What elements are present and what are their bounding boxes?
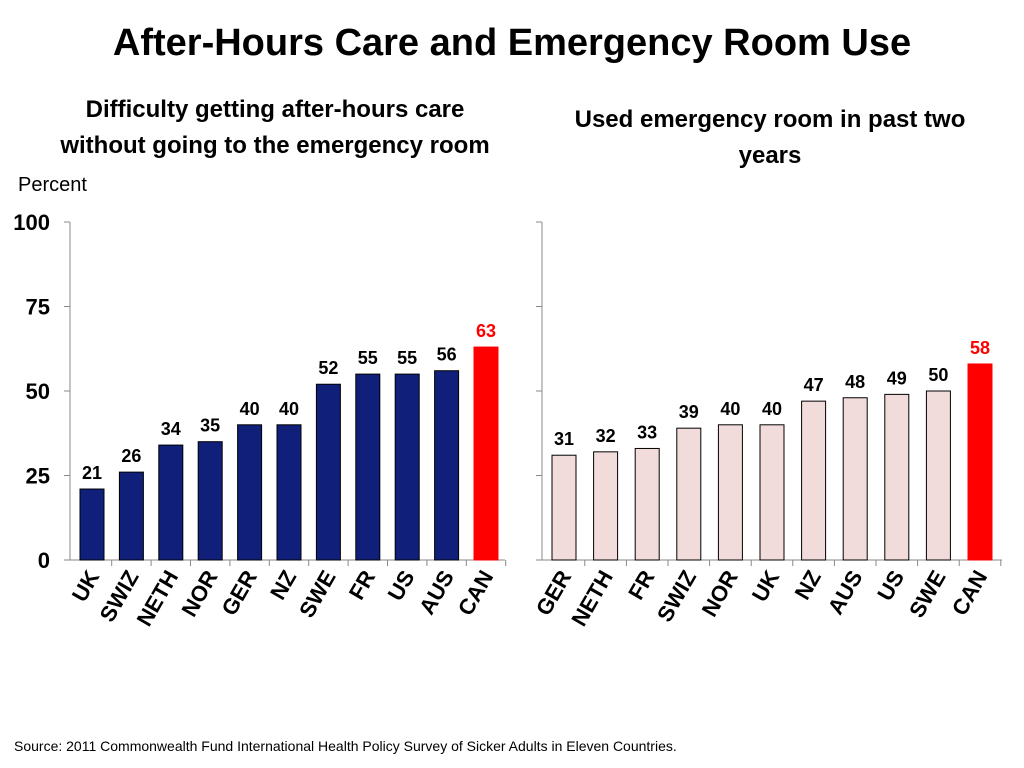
right-category-label-neth: NETH	[566, 566, 618, 630]
left-value-label-neth: 34	[161, 419, 181, 439]
right-value-label-can: 58	[970, 338, 990, 358]
right-bar-neth	[593, 451, 619, 561]
left-value-label-swiz: 26	[121, 446, 141, 466]
left-category-label-neth: NETH	[132, 566, 184, 630]
left-value-label-fr: 55	[358, 348, 378, 368]
left-bar-can	[473, 346, 499, 561]
left-value-label-nor: 35	[200, 416, 220, 436]
right-value-label-uk: 40	[762, 399, 782, 419]
right-bar-swiz	[676, 427, 702, 561]
left-chart-title-line-2: without going to the emergency room	[60, 132, 490, 159]
left-value-label-swe: 52	[318, 358, 338, 378]
left-bar-aus	[434, 370, 460, 561]
left-value-label-us: 55	[397, 348, 417, 368]
left-bar-swe	[315, 383, 341, 561]
right-category-label-swe: SWE	[904, 566, 951, 622]
page-title: After-Hours Care and Emergency Room Use	[112, 22, 912, 64]
right-bar-swe	[925, 390, 951, 561]
left-y-tick-label: 25	[26, 464, 50, 489]
left-bar-us	[394, 373, 420, 561]
left-y-tick-label: 75	[26, 295, 50, 320]
right-value-label-nor: 40	[720, 399, 740, 419]
right-bar-fr	[634, 447, 660, 561]
right-value-label-neth: 32	[596, 426, 616, 446]
right-category-label-nor: NOR	[697, 566, 743, 621]
left-chart-title: Difficulty getting after-hours care with…	[20, 92, 530, 164]
left-category-label-ger: GER	[216, 566, 262, 620]
left-bar-nz	[276, 424, 302, 561]
source-note: Source: 2011 Commonwealth Fund Internati…	[14, 738, 677, 754]
right-category-label-aus: AUS	[823, 566, 868, 619]
left-category-label-can: CAN	[453, 566, 498, 620]
right-category-label-us: US	[872, 566, 909, 605]
right-category-label-uk: UK	[747, 566, 785, 606]
left-chart-title-line-1: Difficulty getting after-hours care	[85, 96, 465, 123]
left-value-label-can: 63	[476, 321, 496, 341]
right-category-label-fr: FR	[623, 566, 659, 604]
right-value-label-swiz: 39	[679, 402, 699, 422]
left-category-label-nor: NOR	[176, 566, 222, 621]
left-bar-uk	[79, 488, 105, 561]
right-bar-can	[967, 363, 993, 561]
y-axis-unit-label: Percent	[18, 174, 87, 196]
right-category-label-swiz: SWIZ	[652, 566, 701, 626]
right-value-label-swe: 50	[928, 365, 948, 385]
right-bar-nor	[717, 424, 743, 561]
left-y-tick-label: 100	[13, 210, 50, 235]
right-category-label-can: CAN	[947, 566, 992, 620]
left-bar-swiz	[118, 471, 144, 561]
left-value-label-nz: 40	[279, 399, 299, 419]
right-chart-title-line-2: years	[738, 142, 802, 169]
right-value-label-us: 49	[887, 368, 907, 388]
left-category-label-fr: FR	[344, 566, 380, 604]
right-bar-ger	[551, 454, 577, 561]
right-bar-nz	[801, 400, 827, 561]
right-bar-aus	[842, 397, 868, 561]
left-category-label-nz: NZ	[265, 566, 301, 604]
left-category-label-aus: AUS	[414, 566, 459, 619]
left-y-tick-label: 0	[38, 548, 50, 573]
right-bar-uk	[759, 424, 785, 561]
right-chart-title-line-1: Used emergency room in past two	[574, 106, 966, 133]
right-bar-us	[884, 393, 910, 561]
right-value-label-fr: 33	[637, 422, 657, 442]
left-y-tick-label: 50	[26, 379, 50, 404]
left-value-label-uk: 21	[82, 463, 102, 483]
left-bar-neth	[158, 444, 184, 561]
right-value-label-ger: 31	[554, 429, 574, 449]
right-value-label-nz: 47	[804, 375, 824, 395]
left-bar-nor	[197, 441, 223, 561]
right-category-label-nz: NZ	[790, 566, 826, 604]
left-bar-fr	[355, 373, 381, 561]
left-category-label-swe: SWE	[294, 566, 341, 622]
bar-charts: 0 25 50 75 100 21 UK 26 SWIZ 34 NETH 35 NOR 40 GER 40 NZ…	[13, 210, 1002, 630]
left-category-label-uk: UK	[67, 566, 105, 606]
left-value-label-ger: 40	[240, 399, 260, 419]
right-value-label-aus: 48	[845, 372, 865, 392]
right-chart-title: Used emergency room in past two years	[540, 102, 1000, 174]
left-category-label-us: US	[383, 566, 420, 605]
left-bar-ger	[237, 424, 263, 561]
left-value-label-aus: 56	[437, 345, 457, 365]
